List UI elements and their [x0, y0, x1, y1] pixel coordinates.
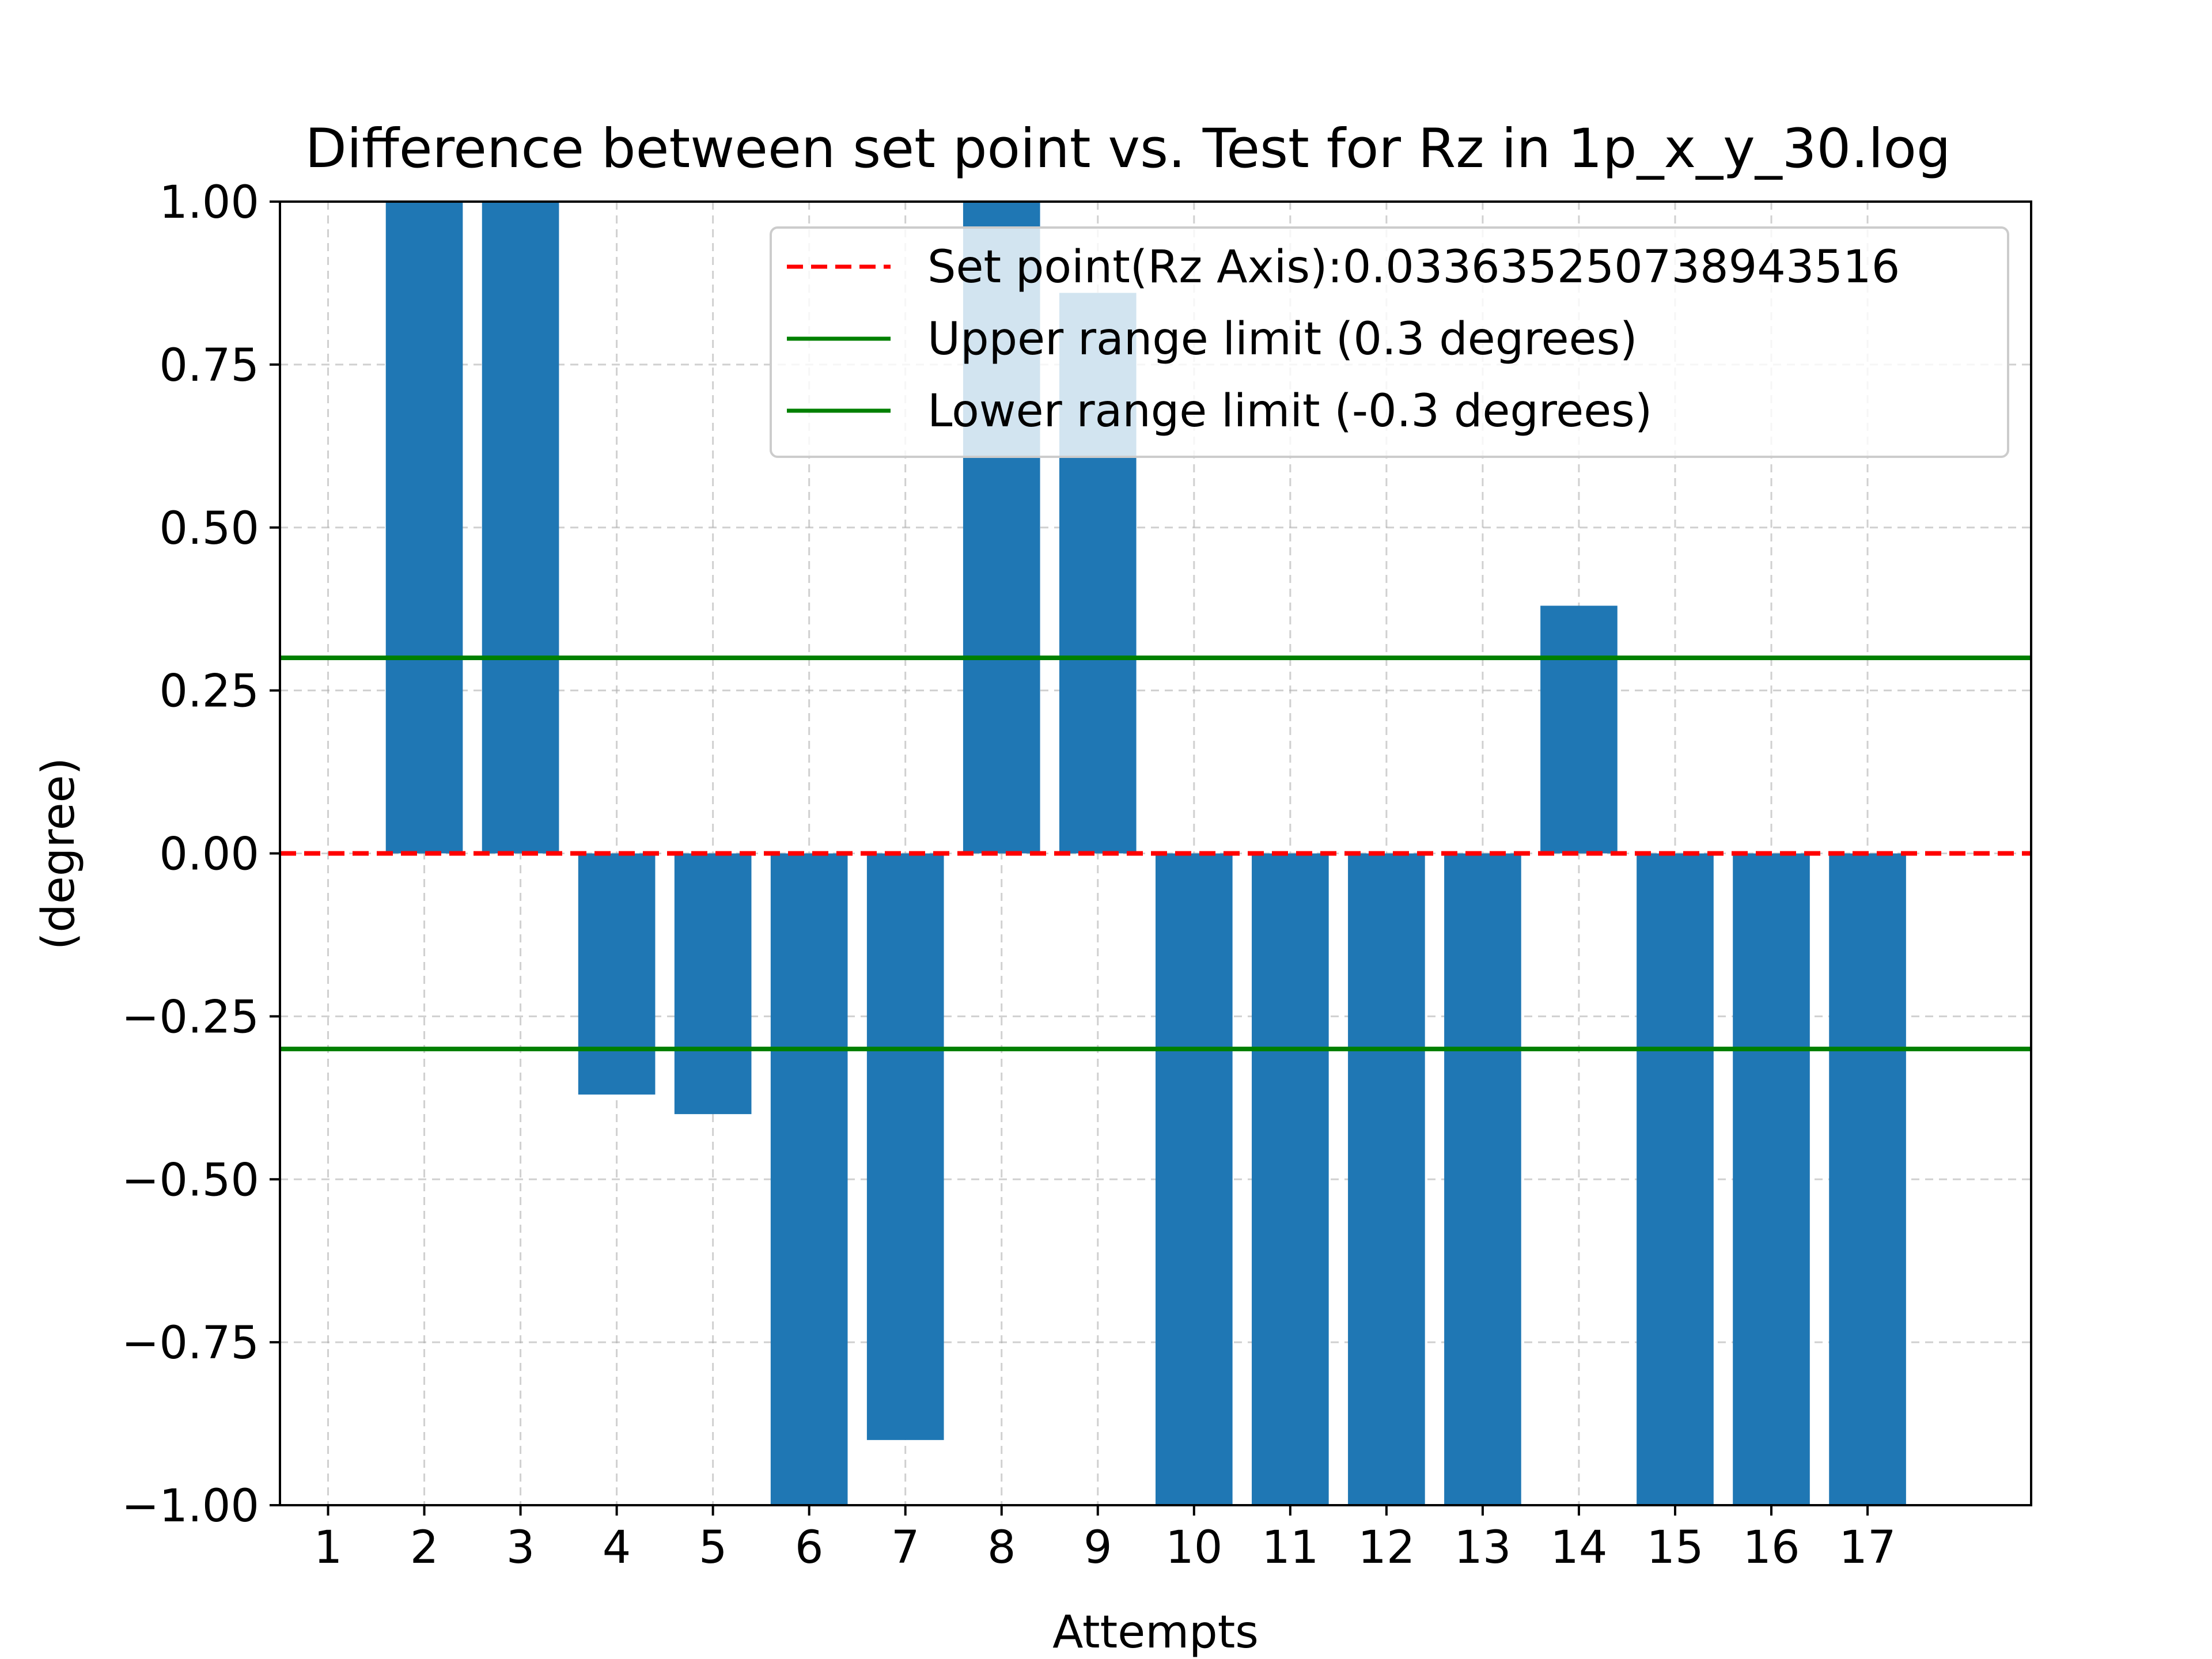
legend-label-set-point: Set point(Rz Axis):0.03363525073894351​6 — [927, 241, 1900, 293]
y-tick-label: 0.75 — [159, 340, 259, 392]
x-tick-label: 6 — [795, 1522, 824, 1574]
x-tick-label: 8 — [987, 1522, 1016, 1574]
y-axis-ticks: −1.00 −0.75 −0.50 −0.25 0.00 0.25 0.50 0.75 1.00 — [122, 177, 280, 1532]
bar — [770, 853, 848, 1505]
x-tick-label: 17 — [1839, 1522, 1896, 1574]
x-tick-label: 9 — [1084, 1522, 1112, 1574]
bar — [1444, 853, 1521, 1505]
bar — [1348, 853, 1425, 1505]
x-tick-label: 10 — [1165, 1522, 1222, 1574]
bar — [1540, 605, 1618, 854]
y-tick-label: −0.50 — [122, 1154, 259, 1206]
x-tick-label: 13 — [1454, 1522, 1511, 1574]
x-axis-label: Attempts — [1052, 1607, 1259, 1658]
legend-label-lower-limit: Lower range limit (-0.3 degrees) — [927, 385, 1652, 437]
y-axis-label: (degree) — [33, 757, 85, 950]
y-tick-label: 0.00 — [159, 829, 259, 881]
x-axis-ticks: 1 2 3 4 5 6 7 8 9 10 11 12 13 14 15 16 17 — [314, 1505, 1896, 1574]
legend: Set point(Rz Axis):0.03363525073894351​6… — [770, 226, 2009, 458]
y-tick-label: 0.25 — [159, 666, 259, 718]
bar — [674, 853, 752, 1115]
y-tick-label: 1.00 — [159, 177, 259, 229]
bar — [385, 202, 463, 854]
chart-title: Difference between set point vs. Test fo… — [305, 118, 1950, 180]
x-tick-label: 5 — [699, 1522, 728, 1574]
x-tick-label: 3 — [506, 1522, 535, 1574]
x-tick-label: 11 — [1262, 1522, 1319, 1574]
y-tick-label: −1.00 — [122, 1480, 259, 1532]
bar — [1637, 853, 1714, 1505]
bar — [866, 853, 944, 1440]
x-tick-label: 15 — [1646, 1522, 1703, 1574]
y-tick-label: 0.50 — [159, 503, 259, 555]
bar — [578, 853, 656, 1095]
legend-box — [770, 226, 2009, 458]
x-tick-label: 7 — [891, 1522, 920, 1574]
bars — [385, 202, 1906, 1505]
bar — [1829, 853, 1906, 1505]
x-tick-label: 16 — [1743, 1522, 1800, 1574]
bar — [1733, 853, 1810, 1505]
y-tick-label: −0.75 — [122, 1317, 259, 1369]
x-tick-label: 2 — [410, 1522, 439, 1574]
x-tick-label: 14 — [1550, 1522, 1607, 1574]
x-tick-label: 12 — [1358, 1522, 1415, 1574]
bar — [482, 202, 559, 854]
y-tick-label: −0.25 — [122, 991, 259, 1043]
x-tick-label: 1 — [314, 1522, 343, 1574]
bar — [1252, 853, 1329, 1505]
x-tick-label: 4 — [603, 1522, 631, 1574]
bar — [1156, 853, 1233, 1505]
legend-label-upper-limit: Upper range limit (0.3 degrees) — [927, 313, 1638, 365]
reference-lines — [280, 656, 2031, 1051]
